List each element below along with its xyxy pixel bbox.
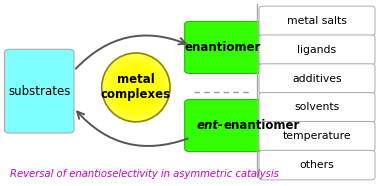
Ellipse shape xyxy=(128,80,144,95)
Ellipse shape xyxy=(132,84,139,91)
Ellipse shape xyxy=(113,64,159,111)
Text: substrates: substrates xyxy=(8,85,70,98)
Ellipse shape xyxy=(116,68,155,107)
Ellipse shape xyxy=(115,67,156,108)
Ellipse shape xyxy=(132,83,140,92)
FancyBboxPatch shape xyxy=(259,64,375,93)
Ellipse shape xyxy=(131,82,141,93)
Ellipse shape xyxy=(121,73,150,102)
Text: others: others xyxy=(300,160,335,170)
Text: enantiomer: enantiomer xyxy=(223,119,299,132)
Ellipse shape xyxy=(114,65,158,110)
Ellipse shape xyxy=(129,81,143,94)
Ellipse shape xyxy=(112,63,160,111)
Text: metal salts: metal salts xyxy=(287,16,347,26)
Ellipse shape xyxy=(118,69,154,105)
Text: ent-: ent- xyxy=(196,119,223,132)
Ellipse shape xyxy=(127,78,145,97)
Ellipse shape xyxy=(125,77,146,98)
Ellipse shape xyxy=(127,79,144,96)
Text: additives: additives xyxy=(292,74,342,84)
FancyBboxPatch shape xyxy=(5,49,74,133)
Ellipse shape xyxy=(135,86,137,88)
FancyBboxPatch shape xyxy=(185,21,262,73)
Ellipse shape xyxy=(105,57,167,118)
Ellipse shape xyxy=(121,72,151,103)
Ellipse shape xyxy=(109,61,163,114)
FancyArrowPatch shape xyxy=(77,112,188,146)
Ellipse shape xyxy=(125,76,147,99)
Ellipse shape xyxy=(106,57,166,118)
Ellipse shape xyxy=(104,56,167,119)
Ellipse shape xyxy=(120,71,152,104)
Text: solvents: solvents xyxy=(294,102,339,112)
Ellipse shape xyxy=(122,74,150,101)
Ellipse shape xyxy=(119,70,153,105)
Ellipse shape xyxy=(117,68,155,106)
Ellipse shape xyxy=(110,62,161,113)
FancyBboxPatch shape xyxy=(185,100,262,152)
Ellipse shape xyxy=(108,60,163,115)
Text: enantiomer: enantiomer xyxy=(185,41,261,54)
Text: temperature: temperature xyxy=(283,131,351,141)
Text: metal
complexes: metal complexes xyxy=(101,73,171,101)
Ellipse shape xyxy=(124,75,148,100)
FancyBboxPatch shape xyxy=(259,6,375,36)
FancyBboxPatch shape xyxy=(259,121,375,151)
Ellipse shape xyxy=(115,66,157,109)
Text: ligands: ligands xyxy=(297,45,336,55)
Ellipse shape xyxy=(108,59,164,116)
Ellipse shape xyxy=(102,54,169,121)
Ellipse shape xyxy=(133,85,138,90)
FancyBboxPatch shape xyxy=(259,35,375,65)
Ellipse shape xyxy=(104,55,168,120)
FancyBboxPatch shape xyxy=(259,93,375,122)
Ellipse shape xyxy=(123,75,149,100)
Ellipse shape xyxy=(130,81,142,93)
Ellipse shape xyxy=(111,62,161,112)
Ellipse shape xyxy=(102,53,170,122)
FancyArrowPatch shape xyxy=(76,36,186,69)
Ellipse shape xyxy=(134,86,138,89)
Ellipse shape xyxy=(107,58,165,117)
FancyBboxPatch shape xyxy=(259,150,375,180)
Text: Reversal of enantioselectivity in asymmetric catalysis: Reversal of enantioselectivity in asymme… xyxy=(10,169,279,179)
